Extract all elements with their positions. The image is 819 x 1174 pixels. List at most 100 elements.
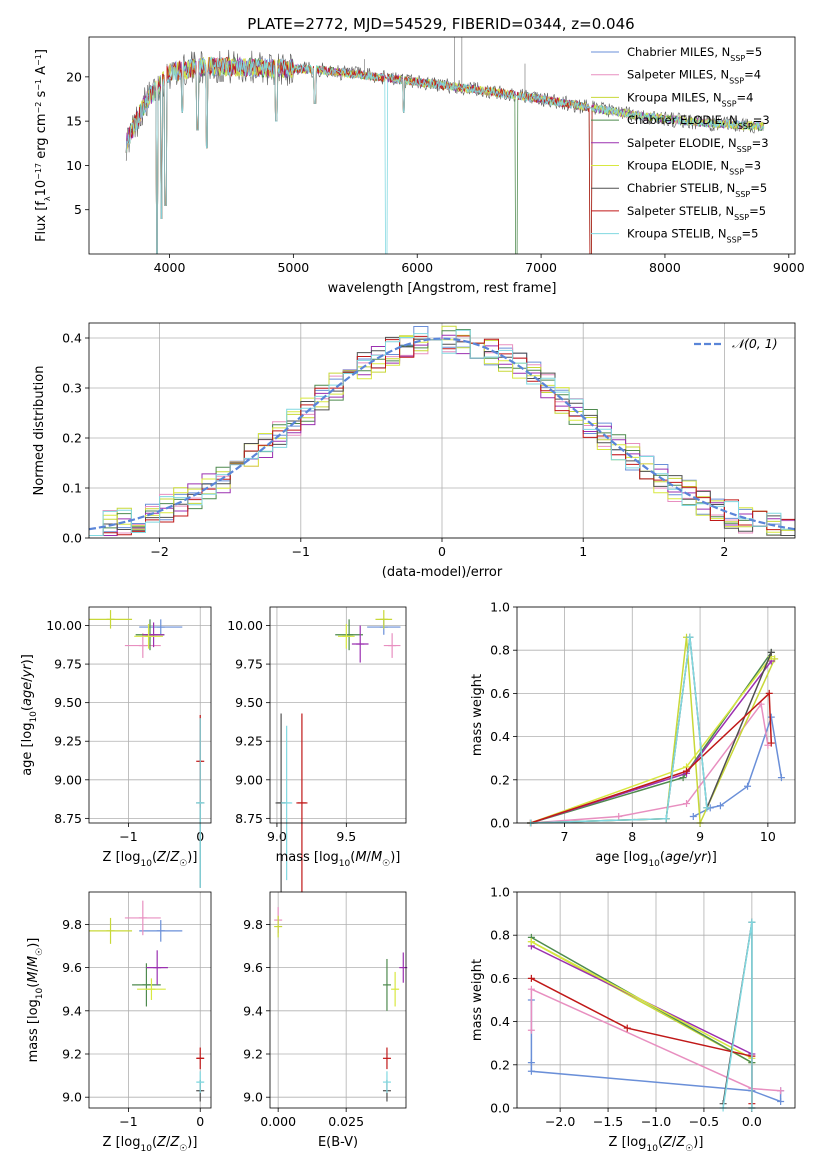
y-tick-label: 9.0 <box>243 1090 263 1105</box>
x-tick-label: 0 <box>438 544 446 559</box>
normal-legend-label: 𝒩(0, 1) <box>732 336 778 351</box>
weight-marker <box>615 813 623 821</box>
massweight_vs_age-series <box>527 633 785 827</box>
x-tick-label: 1 <box>579 544 587 559</box>
spectrum-line-8 <box>125 56 765 254</box>
legend-label: Kroupa MILES, NSSP=4 <box>627 90 753 108</box>
weight-marker <box>777 1087 785 1095</box>
y-tick-label: 9.25 <box>235 734 263 749</box>
massweight_vs_Z-axes: −2.0 −1.5 −1.0 −0.5 0.0 0.0 0.2 0.4 0.6 0.8 1.0 <box>490 885 795 1129</box>
x-tick-label: 8000 <box>649 260 681 275</box>
y-tick-label: 20 <box>66 69 82 84</box>
weight-marker <box>703 804 711 812</box>
weight-marker <box>527 1026 535 1034</box>
residuals-frame <box>88 322 796 539</box>
age_vs_mass-frame <box>269 606 407 824</box>
legend-label: Kroupa STELIB, NSSP=5 <box>627 227 758 245</box>
age_vs_Z-points <box>89 610 205 888</box>
y-tick-label: 0.4 <box>490 1014 510 1029</box>
residual-histograms <box>88 325 796 536</box>
legend-label: Chabrier STELIB, NSSP=5 <box>627 181 767 199</box>
massweight_vs_age-xlabel: age [log10(age/yr)] <box>595 850 717 869</box>
figure-title: PLATE=2772, MJD=54529, FIBERID=0344, z=0… <box>247 15 634 33</box>
y-tick-label: 0.6 <box>490 971 510 986</box>
mass_vs_EBV-xlabel: E(B-V) <box>318 1135 358 1150</box>
spectrum-frame <box>88 36 796 255</box>
weight-line-1 <box>530 702 769 824</box>
x-tick-label: −2.0 <box>545 1114 575 1129</box>
age_vs_Z-ylabel: age [log10(age/yr)] <box>20 654 39 776</box>
x-tick-label: 9000 <box>773 260 805 275</box>
massweight_vs_age-axes: 7 8 9 10 0.0 0.2 0.4 0.6 0.8 1.0 <box>490 600 795 844</box>
age_vs_mass-axes: 9.0 9.5 8.75 9.00 9.25 9.50 9.75 10.00 <box>227 607 406 844</box>
y-tick-label: 0.2 <box>490 1057 510 1072</box>
weight-marker <box>527 974 535 982</box>
mass_vs_Z-points <box>89 900 205 1102</box>
age_vs_Z-xlabel: Z [log10(Z/Z☉)] <box>103 850 198 869</box>
x-tick-label: 0.025 <box>328 1114 364 1129</box>
mass_vs_Z-frame <box>88 891 212 1109</box>
weight-marker <box>689 813 697 821</box>
age_vs_mass-points <box>275 610 401 893</box>
spectrum-ylabel: Flux [fλ10−17 erg cm−2 s−1 A−1] <box>34 49 52 242</box>
legend-label: Chabrier MILES, NSSP=5 <box>627 45 762 63</box>
x-tick-label: 0 <box>196 1114 204 1129</box>
y-tick-label: 9.50 <box>235 695 263 710</box>
weight-marker <box>744 782 752 790</box>
x-tick-label: 7 <box>560 829 568 844</box>
y-tick-label: 1.0 <box>490 600 510 615</box>
x-tick-label: 2 <box>720 544 728 559</box>
y-tick-label: 10 <box>66 158 82 173</box>
residuals-xlabel: (data-model)/error <box>382 565 503 580</box>
x-tick-label: −1 <box>119 829 137 844</box>
massweight_vs_age-frame <box>516 606 796 824</box>
y-tick-label: 0.3 <box>62 381 82 396</box>
y-tick-label: 9.75 <box>54 657 82 672</box>
y-tick-label: 0.0 <box>490 816 510 831</box>
y-tick-label: 10.00 <box>227 618 263 633</box>
y-tick-label: 9.6 <box>243 960 263 975</box>
x-tick-label: −1.0 <box>641 1114 671 1129</box>
weight-line-4 <box>530 660 772 824</box>
weight-marker <box>679 774 687 782</box>
mass_vs_EBV-frame <box>269 891 407 1109</box>
y-tick-label: 0.2 <box>62 431 82 446</box>
weight-marker <box>777 774 785 782</box>
y-tick-label: 9.4 <box>243 1003 263 1018</box>
weight-marker <box>686 633 694 641</box>
weight-marker <box>748 918 756 926</box>
y-tick-label: 9.50 <box>54 695 82 710</box>
legend-label: Salpeter MILES, NSSP=4 <box>627 68 761 86</box>
y-tick-label: 9.2 <box>62 1047 82 1062</box>
legend-label: Salpeter ELODIE, NSSP=3 <box>627 136 769 154</box>
y-tick-label: 0.4 <box>490 729 510 744</box>
x-tick-label: 9 <box>696 829 704 844</box>
massweight_vs_age-ylabel: mass weight <box>470 674 485 756</box>
y-tick-label: 9.6 <box>62 960 82 975</box>
y-tick-label: 9.2 <box>243 1047 263 1062</box>
spectrum-legend: Chabrier MILES, NSSP=5 Salpeter MILES, NS… <box>591 45 770 244</box>
weight-line-1 <box>530 988 781 1092</box>
x-tick-label: −1 <box>119 1114 137 1129</box>
massweight_vs_Z-ylabel: mass weight <box>470 959 485 1041</box>
y-tick-label: 9.8 <box>243 917 263 932</box>
weight-marker <box>777 1098 785 1106</box>
y-tick-label: 0.6 <box>490 686 510 701</box>
massweight_vs_Z-xlabel: Z [log10(Z/Z☉)] <box>609 1135 704 1154</box>
legend-label: Kroupa ELODIE, NSSP=3 <box>627 159 761 177</box>
y-tick-label: 9.00 <box>235 772 263 787</box>
y-tick-label: 9.8 <box>62 917 82 932</box>
y-tick-label: 0.8 <box>490 928 510 943</box>
x-tick-label: 7000 <box>525 260 557 275</box>
x-tick-label: −1 <box>292 544 310 559</box>
weight-marker <box>683 800 691 808</box>
x-tick-label: 5000 <box>277 260 309 275</box>
mass_vs_Z-xlabel: Z [log10(Z/Z☉)] <box>103 1135 198 1154</box>
y-tick-label: 0.0 <box>62 531 82 546</box>
weight-marker <box>527 985 535 993</box>
x-tick-label: −2 <box>150 544 168 559</box>
legend-label: Chabrier ELODIE, NSSP=3 <box>627 113 770 131</box>
weight-marker <box>527 1059 535 1067</box>
